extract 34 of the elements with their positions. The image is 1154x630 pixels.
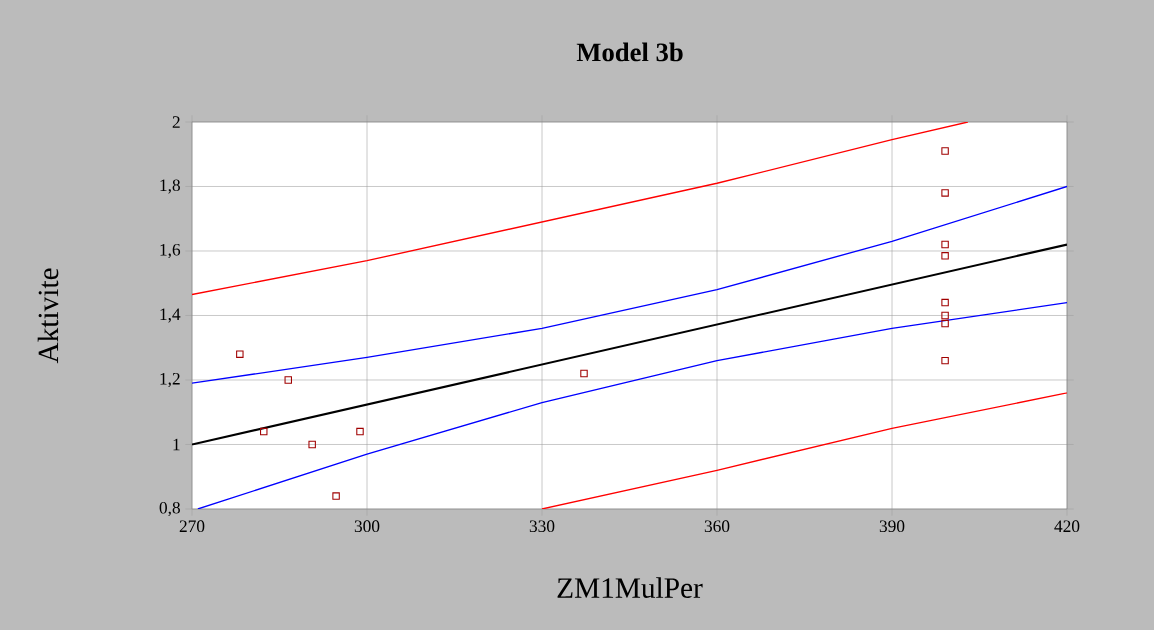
x-tick-label: 330 — [529, 520, 555, 533]
y-tick-label: 1,4 — [160, 308, 181, 323]
point — [941, 356, 949, 365]
point — [356, 427, 364, 436]
point — [260, 427, 268, 436]
point — [941, 240, 949, 249]
point — [308, 440, 316, 449]
y-tick-label: 2 — [172, 116, 180, 128]
point — [236, 350, 244, 358]
point — [941, 311, 949, 320]
y-tick-label: 1,8 — [160, 179, 180, 194]
line-series — [192, 185, 1067, 384]
line-series — [197, 301, 1067, 509]
y-tick-label: 1 — [173, 438, 180, 451]
point — [941, 147, 949, 155]
point — [941, 252, 949, 260]
point — [941, 319, 949, 328]
chart-title: Model 3b — [576, 42, 683, 62]
point — [332, 492, 340, 500]
line-series — [541, 392, 1067, 509]
x-tick-label: 270 — [179, 520, 205, 533]
point — [941, 189, 949, 197]
x-axis-title: ZM1MulPer — [557, 577, 703, 598]
x-tick-label: 390 — [879, 520, 905, 533]
x-tick-label: 300 — [354, 520, 380, 533]
point — [580, 369, 588, 378]
y-tick-label: 1,6 — [160, 243, 181, 259]
x-tick-label: 360 — [704, 520, 730, 533]
point — [284, 376, 292, 384]
x-tick-label: 420 — [1054, 520, 1080, 533]
y-axis-title: Aktivite — [37, 268, 59, 364]
point — [941, 298, 949, 307]
y-tick-label: 0,8 — [159, 501, 180, 517]
y-tick-label: 1,2 — [160, 372, 180, 388]
